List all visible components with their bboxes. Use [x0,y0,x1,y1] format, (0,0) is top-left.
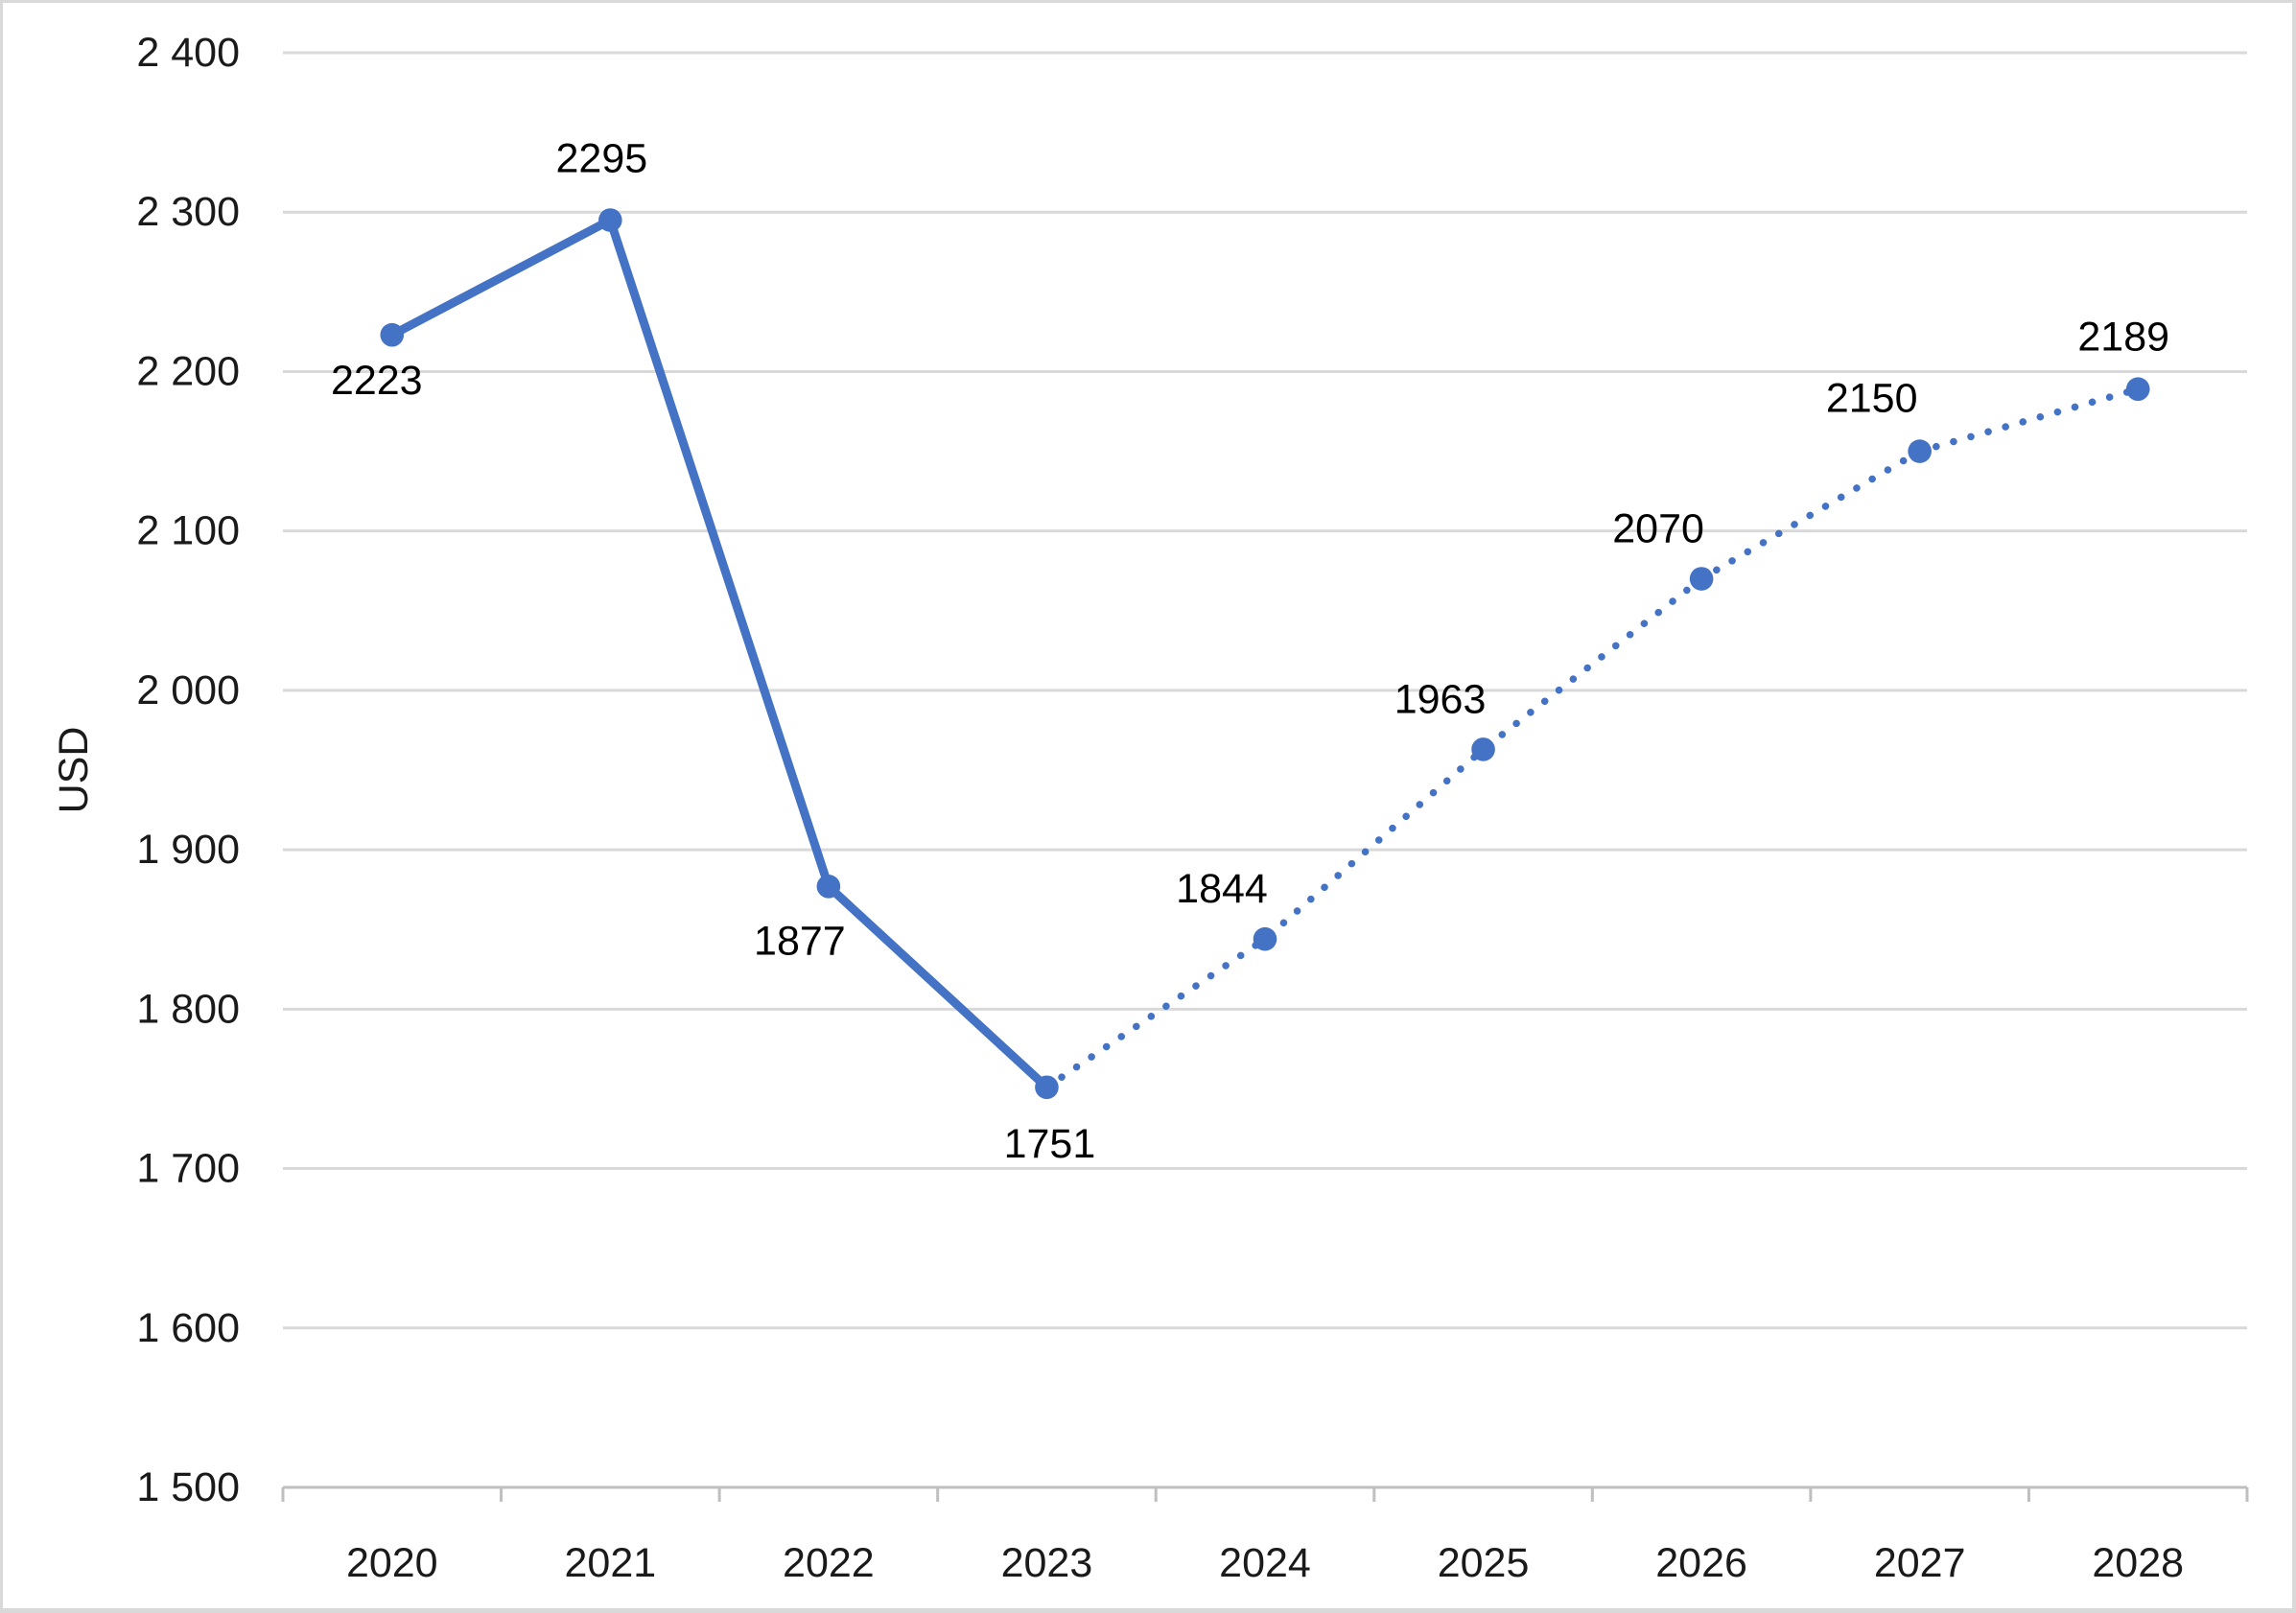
data-label: 2223 [331,358,423,404]
series-lines-group [387,216,2142,1092]
data-label: 1844 [1176,866,1268,912]
data-point-marker [1253,926,1277,951]
data-label: 1751 [1004,1121,1096,1167]
y-axis-tick-label: 1 700 [136,1146,240,1192]
data-point-marker [598,208,622,232]
x-axis-tick-label: 2028 [2092,1540,2184,1586]
forecast-line-dotted [1043,385,2142,1091]
x-axis-tick-label: 2025 [1438,1540,1530,1586]
data-label: 2295 [555,136,647,182]
data-point-marker [1908,439,1932,463]
data-label: 2150 [1826,376,1918,422]
data-label: 1877 [754,918,846,964]
data-label: 2070 [1612,506,1704,552]
y-axis-tick-label: 2 000 [136,667,240,713]
actual-line-solid [387,216,1051,1092]
y-axis-tick-label: 1 600 [136,1305,240,1351]
line-chart: 1 500 1 600 1 700 1 800 1 900 2 000 2 100 2 200… [51,30,2249,1586]
gridlines-group [283,51,2247,1330]
y-axis-tick-label: 2 300 [136,189,240,235]
x-axis-tick-label: 2027 [1874,1540,1966,1586]
markers-group [380,208,2150,1100]
axes-group [281,1485,2249,1502]
axis-labels-group: 1 500 1 600 1 700 1 800 1 900 2 000 2 100 2 200… [136,30,2184,1586]
x-axis-tick-label: 2026 [1655,1540,1747,1586]
x-axis-tick-label: 2021 [564,1540,656,1586]
data-labels-group: 2223 2295 1877 1751 1844 1963 2070 2150 2189 [331,136,2169,1167]
y-axis-tick-label: 2 200 [136,348,240,394]
x-axis-tick-label: 2023 [1001,1540,1093,1586]
data-point-marker [2125,377,2150,402]
data-label: 2189 [2077,315,2169,361]
y-axis-tick-label: 1 900 [136,827,240,873]
data-label: 1963 [1394,676,1487,722]
y-axis-title: USD [51,727,97,814]
data-point-marker [380,322,405,347]
data-point-marker [1035,1075,1059,1100]
y-axis-tick-label: 2 400 [136,30,240,76]
data-point-marker [1471,737,1495,761]
data-point-marker [816,875,841,899]
y-axis-tick-label: 1 800 [136,986,240,1032]
data-point-marker [1689,567,1714,591]
y-axis-tick-label: 1 500 [136,1464,240,1510]
x-axis-tick-label: 2024 [1219,1540,1311,1586]
y-axis-tick-label: 2 100 [136,508,240,554]
x-axis-tick-label: 2022 [783,1540,875,1586]
x-axis-tick-label: 2020 [346,1540,438,1586]
